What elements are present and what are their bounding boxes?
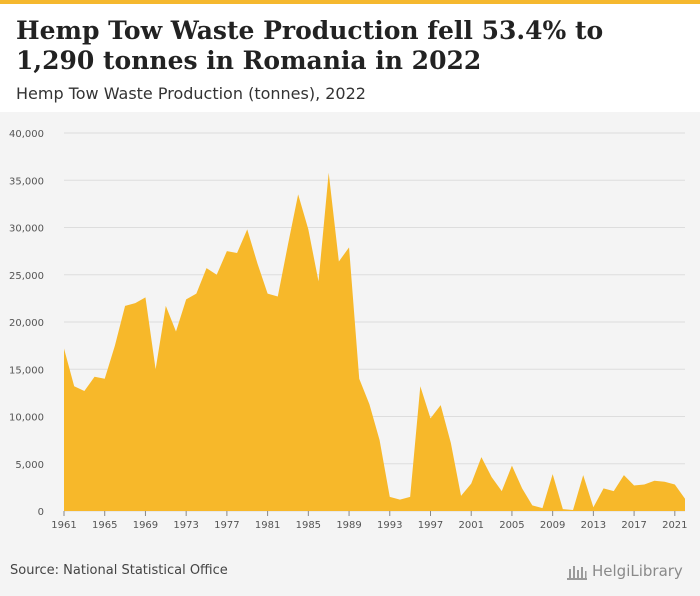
y-tick-label: 35,000 — [9, 176, 44, 187]
x-tick-label: 1985 — [296, 520, 321, 531]
x-tick-label: 1961 — [51, 520, 76, 531]
series-layer — [63, 172, 686, 511]
chart-subtitle: Hemp Tow Waste Production (tonnes), 2022 — [16, 84, 366, 103]
y-tick-label: 10,000 — [9, 413, 44, 424]
x-tick-label: 1969 — [133, 520, 158, 531]
x-tick-label: 1993 — [377, 520, 402, 531]
y-tick-label: 25,000 — [9, 271, 44, 282]
x-tick-label: 2005 — [499, 520, 524, 531]
source-note: Source: National Statistical Office — [10, 563, 228, 578]
y-axis: 0 5,000 10,000 15,000 20,000 25,000 30,000 35,0… — [9, 129, 44, 518]
y-tick-label: 15,000 — [9, 365, 44, 376]
x-tick-label: 2017 — [621, 520, 646, 531]
series-area — [64, 172, 685, 511]
x-tick-label: 1981 — [255, 520, 280, 531]
y-tick-label: 0 — [38, 507, 44, 518]
chart-title: Hemp Tow Waste Production fell 53.4% to … — [16, 16, 604, 75]
x-tick-label: 2009 — [540, 520, 565, 531]
library-building-icon — [567, 566, 587, 580]
x-tick-label: 1997 — [418, 520, 443, 531]
y-tick-label: 40,000 — [9, 129, 44, 140]
x-tick-label: 1965 — [92, 520, 117, 531]
x-tick-label: 1977 — [214, 520, 239, 531]
chart-header: Hemp Tow Waste Production fell 53.4% to … — [0, 4, 700, 112]
logo-text: HelgiLibrary — [592, 562, 683, 580]
x-tick-label: 2013 — [581, 520, 606, 531]
x-tick-label: 2021 — [662, 520, 687, 531]
accent-bar — [0, 0, 700, 4]
helgilibrary-logo[interactable]: HelgiLibrary — [566, 560, 692, 584]
x-tick-label: 1989 — [336, 520, 361, 531]
y-tick-label: 20,000 — [9, 318, 44, 329]
y-tick-label: 5,000 — [15, 460, 44, 471]
x-tick-label: 2001 — [458, 520, 483, 531]
x-tick-label: 1973 — [173, 520, 198, 531]
y-tick-label: 30,000 — [9, 224, 44, 235]
x-axis: 1961 1965 1969 1973 1977 1981 1985 1989 1993 1997… — [51, 511, 688, 531]
